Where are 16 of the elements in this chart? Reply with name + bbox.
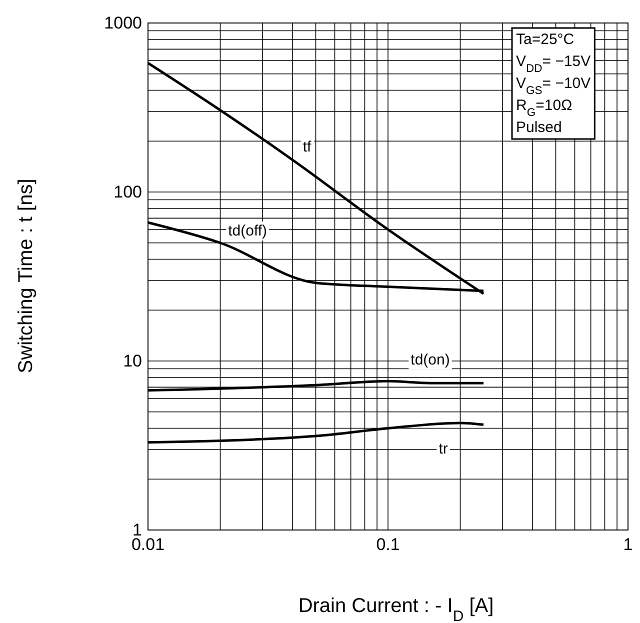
y-tick-label: 1000	[104, 13, 142, 32]
annotation: Pulsed	[516, 119, 562, 136]
y-tick-label: 100	[114, 182, 142, 202]
y-axis-title: Switching Time : t [ns]	[15, 178, 37, 374]
series-label: td(off)	[228, 222, 268, 240]
x-tick-label: 0.1	[376, 535, 400, 554]
annotation: Ta=25°C	[516, 31, 574, 48]
x-tick-label: 1	[623, 535, 633, 554]
series-label: tf	[302, 138, 312, 156]
y-tick-label: 10	[123, 351, 142, 370]
annotation: V$_{DD}$= −15V	[516, 53, 591, 75]
x-axis-title: Drain Current : - I$_{D}$ [A]	[298, 595, 494, 623]
annotation: V$_{GS}$= −10V	[516, 75, 591, 97]
series-label: td(on)	[410, 351, 450, 368]
series-label: tr	[438, 440, 448, 458]
annotation: R$_{G}$=10Ω	[516, 97, 572, 119]
